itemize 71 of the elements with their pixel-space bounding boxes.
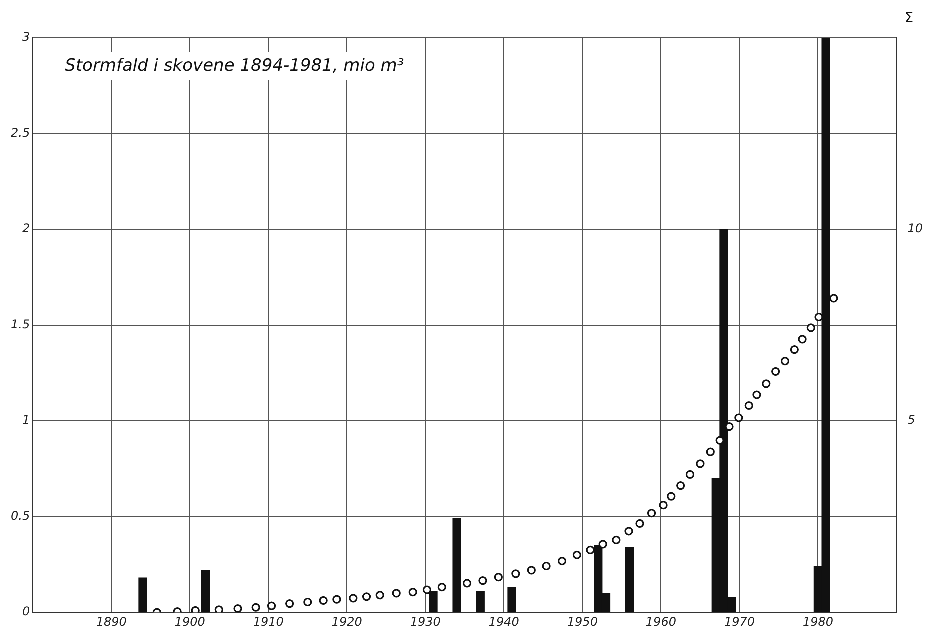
point bbox=[636, 519, 644, 528]
point bbox=[752, 390, 762, 400]
point bbox=[494, 573, 503, 582]
y-tick-label: 2 bbox=[22, 222, 30, 236]
point bbox=[478, 576, 488, 586]
point bbox=[734, 414, 744, 422]
y2-axis-title: Σ bbox=[904, 10, 914, 27]
bar bbox=[508, 587, 516, 612]
point bbox=[252, 603, 260, 612]
point bbox=[512, 570, 520, 578]
point bbox=[686, 470, 695, 479]
point bbox=[667, 492, 676, 501]
point bbox=[319, 596, 328, 606]
y-tick-label: 0 bbox=[22, 604, 30, 619]
point bbox=[408, 588, 418, 597]
y-tick-label: 0.5 bbox=[10, 508, 30, 523]
point bbox=[527, 566, 536, 575]
point bbox=[586, 546, 595, 554]
point bbox=[806, 324, 816, 332]
point bbox=[624, 527, 634, 536]
x-tick-label: 1970 bbox=[724, 614, 756, 629]
point bbox=[612, 536, 621, 544]
bar bbox=[476, 591, 485, 612]
y2-tick-label: 10 bbox=[908, 222, 924, 236]
x-tick-label: 1890 bbox=[96, 614, 128, 629]
point bbox=[462, 579, 472, 588]
point bbox=[696, 460, 705, 468]
x-tick-label: 1980 bbox=[802, 614, 834, 629]
point bbox=[706, 448, 715, 456]
point bbox=[647, 509, 656, 518]
point bbox=[286, 599, 294, 608]
point bbox=[542, 562, 551, 571]
point bbox=[392, 589, 401, 598]
bar bbox=[625, 547, 634, 612]
bar bbox=[138, 578, 148, 612]
point bbox=[214, 606, 224, 613]
point bbox=[798, 335, 807, 344]
point bbox=[830, 294, 838, 303]
x-tick-label: 1960 bbox=[646, 614, 677, 629]
point bbox=[332, 595, 342, 604]
y-tick-label: 1.5 bbox=[10, 317, 30, 332]
x-tick-label: 1910 bbox=[253, 614, 284, 629]
x-tick-label: 1900 bbox=[174, 614, 206, 629]
point bbox=[267, 602, 276, 610]
point bbox=[191, 606, 200, 613]
point bbox=[422, 586, 432, 594]
y2-tick-label: 5 bbox=[908, 413, 916, 428]
x-tick-label: 1950 bbox=[567, 614, 598, 629]
x-tick-label: 1930 bbox=[410, 614, 442, 629]
point bbox=[772, 367, 780, 376]
x-tick-label: 1920 bbox=[332, 614, 363, 629]
point bbox=[572, 550, 582, 560]
y-tick-label: 3 bbox=[22, 30, 30, 44]
point bbox=[659, 501, 668, 510]
y-tick-label: 1 bbox=[22, 413, 30, 428]
point bbox=[438, 583, 446, 592]
y-tick-label: 2.5 bbox=[10, 126, 30, 140]
point bbox=[676, 482, 686, 490]
point bbox=[780, 357, 790, 366]
point bbox=[304, 598, 312, 607]
point bbox=[744, 401, 754, 410]
point bbox=[349, 594, 358, 603]
point bbox=[790, 346, 799, 354]
point bbox=[558, 556, 567, 566]
point bbox=[362, 592, 372, 602]
text: Stormfald i skovene 1894-1981, mio m³ bbox=[65, 56, 404, 76]
point bbox=[376, 591, 384, 600]
point bbox=[762, 380, 771, 388]
x-tick-label: 1940 bbox=[488, 614, 520, 629]
point bbox=[598, 540, 608, 549]
point bbox=[234, 604, 242, 613]
